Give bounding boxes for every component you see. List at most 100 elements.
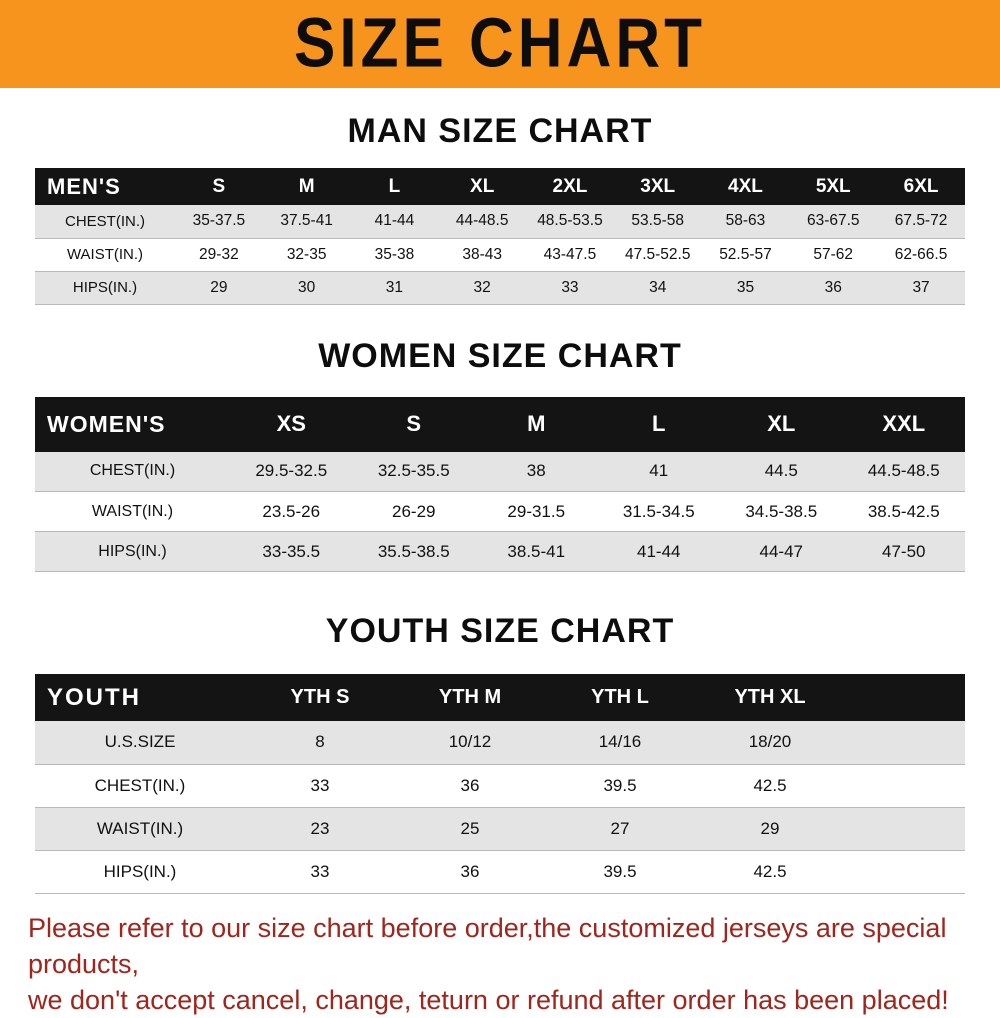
column-header: 5XL	[815, 175, 851, 197]
cell: 32.5-35.5	[377, 461, 450, 481]
row-label: HIPS(IN.)	[103, 861, 177, 881]
cell: 41	[649, 461, 669, 481]
cell: 35	[736, 278, 755, 296]
cell: 44-47	[759, 541, 803, 561]
cell: 38.5-41	[507, 541, 566, 561]
cell: 38	[526, 461, 546, 481]
column-header: 2XL	[552, 175, 588, 197]
cell: 30	[298, 278, 316, 296]
column-header: L	[388, 175, 401, 197]
youth-table-body: U.S.SIZE 8 10/12 14/16 18/20 CHEST(IN.) 33 36 39…	[35, 721, 965, 893]
table-row: WAIST(IN.) 23 25 27 29	[35, 807, 965, 850]
cell: 27	[610, 818, 630, 838]
cell: 25	[460, 818, 480, 838]
cell: 14/16	[598, 732, 642, 752]
cell: 63-67.5	[806, 212, 860, 230]
cell: 8	[315, 732, 325, 752]
row-label: CHEST(IN.)	[89, 462, 176, 480]
cell: 23.5-26	[262, 501, 321, 521]
cell: 43-47.5	[543, 245, 597, 263]
cell: 44.5-48.5	[867, 461, 940, 481]
table-row: WAIST(IN.) 29-32 32-35 35-38 38-43 43-47.5 47.…	[35, 238, 965, 271]
table-row: HIPS(IN.) 29 30 31 32 33 34 35 36 37	[35, 271, 965, 304]
cell: 53.5-58	[631, 212, 684, 230]
spacer-cell	[845, 850, 965, 893]
page-title: SIZE CHART	[294, 4, 706, 83]
cell: 23	[310, 818, 330, 838]
column-header: 4XL	[728, 175, 763, 197]
table-title: YOUTH	[47, 683, 141, 711]
table-row: HIPS(IN.) 33-35.5 35.5-38.5 38.5-41 41-44 44-…	[35, 531, 965, 572]
row-label: HIPS(IN.)	[98, 542, 167, 560]
cell: 38.5-42.5	[867, 501, 940, 521]
women-section-heading: WOMEN SIZE CHART	[318, 336, 682, 375]
header-row: MEN'S S M L XL 2XL 3XL 4XL 5XL 6XL	[35, 168, 965, 205]
cell: 41-44	[374, 212, 415, 230]
cell: 34	[649, 278, 667, 296]
cell: 57-62	[813, 245, 854, 263]
cell: 44.5	[764, 461, 798, 481]
cell: 29	[210, 278, 228, 296]
cell: 34.5-38.5	[745, 501, 818, 521]
cell: 42.5	[753, 775, 787, 795]
cell: 33-35.5	[262, 541, 321, 561]
cell: 58-63	[725, 212, 766, 230]
table-row: CHEST(IN.) 35-37.5 37.5-41 41-44 44-48.5 48.5…	[35, 205, 965, 238]
table-row: CHEST(IN.) 29.5-32.5 32.5-35.5 38 41 44.5 44.5…	[35, 451, 965, 492]
table-row: HIPS(IN.) 33 36 39.5 42.5	[35, 850, 965, 893]
cell: 44-48.5	[455, 212, 509, 230]
column-header: L	[652, 411, 666, 436]
cell: 35.5-38.5	[377, 541, 450, 561]
cell: 32	[473, 278, 491, 296]
column-header: M	[298, 175, 315, 197]
mens-table-body: CHEST(IN.) 35-37.5 37.5-41 41-44 44-48.5 48.5…	[35, 205, 965, 304]
cell: 32-35	[286, 245, 327, 263]
cell: 31.5-34.5	[622, 501, 695, 521]
mens-table-header: MEN'S S M L XL 2XL 3XL 4XL 5XL 6XL	[35, 168, 965, 205]
row-label: CHEST(IN.)	[94, 775, 186, 795]
spacer-cell	[845, 721, 965, 764]
disclaimer-line-1: Please refer to our size chart before or…	[28, 912, 947, 979]
row-label: WAIST(IN.)	[96, 818, 184, 838]
column-header: XL	[767, 411, 796, 436]
column-header: 3XL	[640, 175, 676, 197]
cell: 38-43	[462, 245, 502, 263]
cell: 47.5-52.5	[624, 245, 691, 263]
cell: 10/12	[448, 732, 492, 752]
cell: 41-44	[637, 541, 681, 561]
cell: 52.5-57	[719, 245, 772, 263]
row-label: HIPS(IN.)	[72, 279, 138, 296]
mens-size-table: MEN'S S M L XL 2XL 3XL 4XL 5XL 6XL CHEST(IN.) 35-3…	[35, 168, 965, 305]
header-row: YOUTH YTH S YTH M YTH L YTH XL	[35, 674, 965, 721]
column-header: S	[212, 175, 226, 197]
cell: 47-50	[882, 541, 926, 561]
top-banner: SIZE CHART	[0, 0, 1000, 88]
cell: 42.5	[753, 861, 787, 881]
spacer-cell	[845, 807, 965, 850]
cell: 48.5-53.5	[537, 212, 603, 230]
table-row: U.S.SIZE 8 10/12 14/16 18/20	[35, 721, 965, 764]
column-header: XS	[276, 411, 306, 436]
cell: 35-38	[374, 245, 415, 263]
table-row: CHEST(IN.) 33 36 39.5 42.5	[35, 764, 965, 807]
row-label: WAIST(IN.)	[66, 246, 144, 263]
cell: 29-31.5	[507, 501, 566, 521]
cell: 18/20	[748, 732, 792, 752]
row-label: WAIST(IN.)	[91, 502, 174, 520]
disclaimer: Please refer to our size chart before or…	[28, 910, 1000, 1018]
womens-table-body: CHEST(IN.) 29.5-32.5 32.5-35.5 38 41 44.5 44.5…	[35, 451, 965, 572]
cell: 39.5	[603, 775, 637, 795]
table-row: WAIST(IN.) 23.5-26 26-29 29-31.5 31.5-34.5 34…	[35, 491, 965, 532]
row-label: U.S.SIZE	[104, 732, 176, 752]
womens-size-table: WOMEN'S XS S M L XL XXL CHEST(IN.) 29.5-32.5 32.…	[35, 396, 965, 573]
womens-table-header: WOMEN'S XS S M L XL XXL	[35, 396, 965, 452]
header-row: WOMEN'S XS S M L XL XXL	[35, 396, 965, 452]
cell: 37	[912, 278, 930, 296]
column-header: 6XL	[903, 175, 939, 197]
cell: 33	[310, 775, 330, 795]
cell: 35-37.5	[192, 212, 246, 230]
spacer-cell	[845, 764, 965, 807]
cell: 36	[824, 278, 842, 296]
cell: 39.5	[603, 861, 637, 881]
